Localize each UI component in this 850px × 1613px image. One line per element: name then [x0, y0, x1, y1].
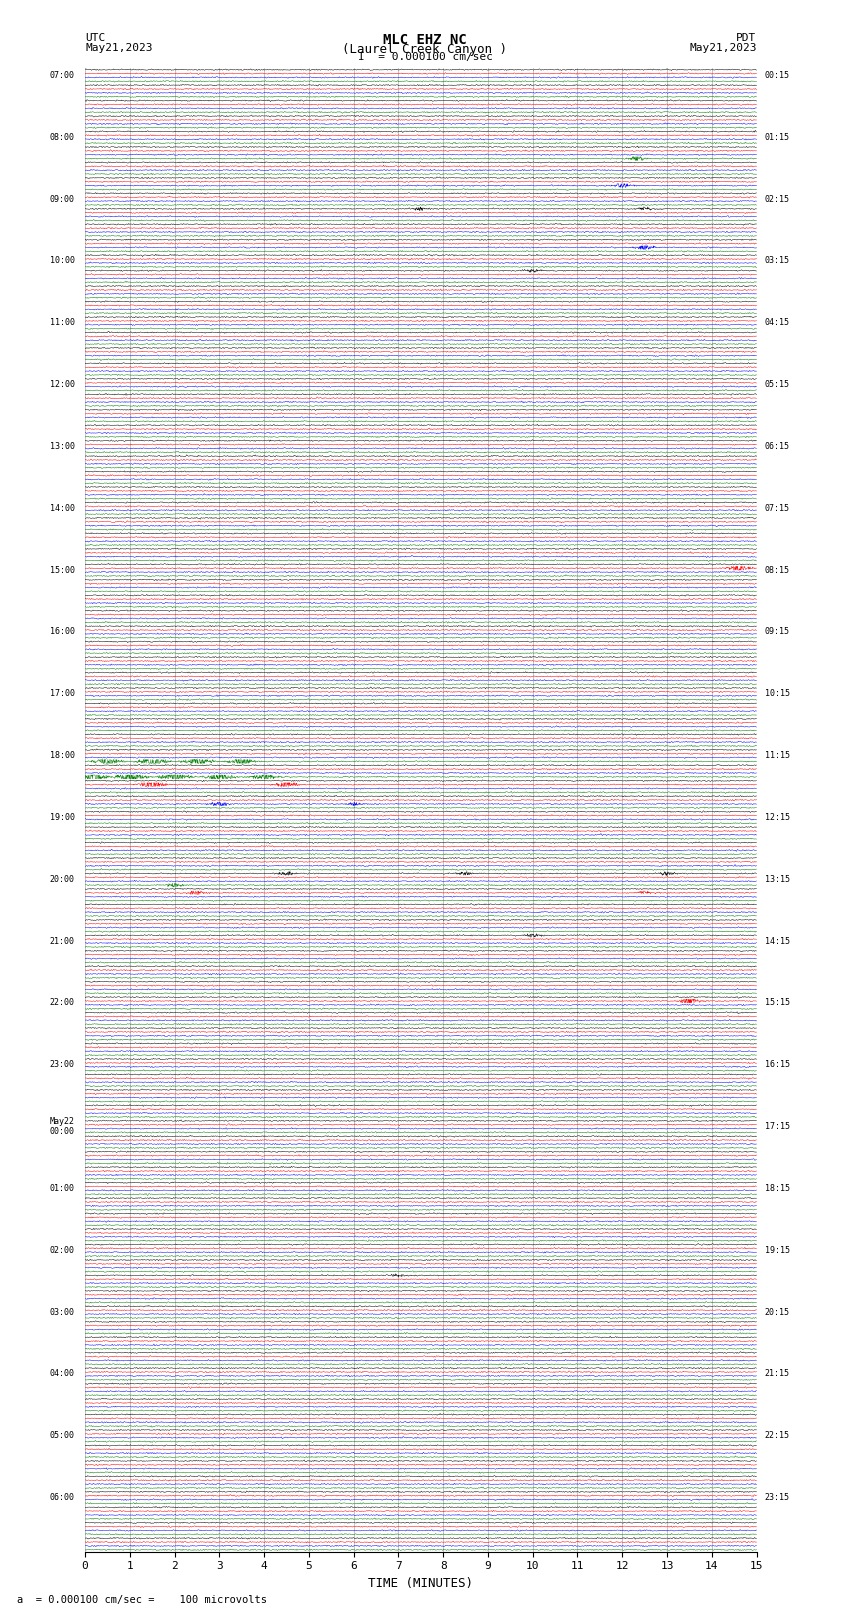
Text: 17:00: 17:00 — [50, 689, 75, 698]
Text: MLC EHZ NC: MLC EHZ NC — [383, 32, 467, 47]
Text: 16:00: 16:00 — [50, 627, 75, 637]
Text: May21,2023: May21,2023 — [689, 44, 756, 53]
Text: 05:00: 05:00 — [50, 1431, 75, 1440]
Text: 19:00: 19:00 — [50, 813, 75, 823]
Text: 16:15: 16:15 — [764, 1060, 790, 1069]
Text: 10:15: 10:15 — [764, 689, 790, 698]
Text: 09:00: 09:00 — [50, 195, 75, 203]
Text: 09:15: 09:15 — [764, 627, 790, 637]
Text: 12:00: 12:00 — [50, 381, 75, 389]
Text: May21,2023: May21,2023 — [85, 44, 152, 53]
Text: 17:15: 17:15 — [764, 1123, 790, 1131]
Text: 07:00: 07:00 — [50, 71, 75, 81]
Text: 15:15: 15:15 — [764, 998, 790, 1008]
Text: 20:00: 20:00 — [50, 874, 75, 884]
Text: 23:00: 23:00 — [50, 1060, 75, 1069]
Text: 03:15: 03:15 — [764, 256, 790, 266]
Text: 02:15: 02:15 — [764, 195, 790, 203]
Text: 18:00: 18:00 — [50, 752, 75, 760]
Text: I  = 0.000100 cm/sec: I = 0.000100 cm/sec — [358, 52, 492, 63]
Text: UTC: UTC — [85, 32, 105, 44]
Text: 04:00: 04:00 — [50, 1369, 75, 1379]
Text: 21:00: 21:00 — [50, 937, 75, 945]
Text: 11:00: 11:00 — [50, 318, 75, 327]
Text: a  = 0.000100 cm/sec =    100 microvolts: a = 0.000100 cm/sec = 100 microvolts — [17, 1595, 267, 1605]
Text: 01:15: 01:15 — [764, 132, 790, 142]
Text: 21:15: 21:15 — [764, 1369, 790, 1379]
Text: 14:15: 14:15 — [764, 937, 790, 945]
Text: 13:00: 13:00 — [50, 442, 75, 452]
Text: 22:00: 22:00 — [50, 998, 75, 1008]
Text: 02:00: 02:00 — [50, 1245, 75, 1255]
Text: 10:00: 10:00 — [50, 256, 75, 266]
Text: 05:15: 05:15 — [764, 381, 790, 389]
Text: 07:15: 07:15 — [764, 503, 790, 513]
Text: 08:00: 08:00 — [50, 132, 75, 142]
Text: 00:15: 00:15 — [764, 71, 790, 81]
Text: 11:15: 11:15 — [764, 752, 790, 760]
Text: 15:00: 15:00 — [50, 566, 75, 574]
Text: 22:15: 22:15 — [764, 1431, 790, 1440]
Text: 19:15: 19:15 — [764, 1245, 790, 1255]
Text: 23:15: 23:15 — [764, 1494, 790, 1502]
Text: 08:15: 08:15 — [764, 566, 790, 574]
Text: 12:15: 12:15 — [764, 813, 790, 823]
Text: (Laurel Creek Canyon ): (Laurel Creek Canyon ) — [343, 44, 507, 56]
Text: 20:15: 20:15 — [764, 1308, 790, 1316]
Text: 01:00: 01:00 — [50, 1184, 75, 1194]
Text: 14:00: 14:00 — [50, 503, 75, 513]
Text: 06:15: 06:15 — [764, 442, 790, 452]
Text: 06:00: 06:00 — [50, 1494, 75, 1502]
Text: 13:15: 13:15 — [764, 874, 790, 884]
Text: PDT: PDT — [736, 32, 756, 44]
Text: 03:00: 03:00 — [50, 1308, 75, 1316]
Text: 18:15: 18:15 — [764, 1184, 790, 1194]
Text: May22
00:00: May22 00:00 — [50, 1116, 75, 1136]
Text: 04:15: 04:15 — [764, 318, 790, 327]
X-axis label: TIME (MINUTES): TIME (MINUTES) — [368, 1578, 473, 1590]
